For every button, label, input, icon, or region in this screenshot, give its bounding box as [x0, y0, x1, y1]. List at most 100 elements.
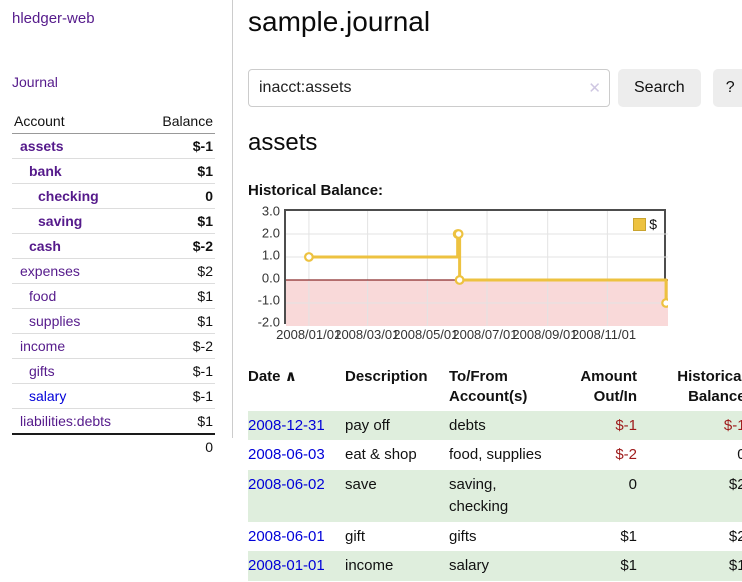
sidebar: hledger-web Journal Account Balance asse…	[0, 0, 233, 582]
table-row: saving $1	[12, 208, 215, 234]
register-accounts: gifts	[449, 527, 477, 545]
account-link-cash[interactable]: cash	[29, 238, 61, 254]
register-amount: $1	[620, 527, 637, 545]
y-tick-label: 0.0	[261, 270, 280, 286]
account-balance: $1	[142, 408, 215, 434]
register-accounts: salary	[449, 557, 490, 575]
table-row: checking 0	[12, 183, 215, 209]
register-balance: 0	[737, 446, 742, 464]
account-balance: $-2	[142, 233, 215, 259]
register-description: eat & shop	[345, 446, 417, 464]
register-header-balance: Historical Balance	[677, 368, 742, 405]
data-point-marker	[453, 229, 464, 239]
y-tick-label: 2.0	[261, 225, 280, 241]
table-row: 2008-06-01 gift gifts $1 $2	[248, 522, 742, 552]
register-description: gift	[345, 527, 366, 545]
account-link-bank[interactable]: bank	[29, 163, 62, 179]
search-help-button[interactable]: ?	[712, 69, 742, 107]
register-accounts: saving, checking	[449, 476, 509, 515]
table-row: food $1	[12, 283, 215, 309]
x-tick-label: 2008/01/01	[276, 327, 342, 342]
clear-search-icon[interactable]: ✕	[588, 80, 601, 97]
register-description: save	[345, 476, 377, 494]
data-point-marker	[661, 298, 668, 308]
account-link-saving[interactable]: saving	[38, 213, 83, 229]
x-tick-label: 2008/07/01	[452, 327, 518, 342]
account-heading: assets	[248, 129, 318, 156]
table-row: assets $-1	[12, 134, 215, 159]
table-row: income $-2	[12, 333, 215, 359]
register-date-link[interactable]: 2008-12-31	[248, 416, 325, 434]
table-row: supplies $1	[12, 308, 215, 334]
register-date-link[interactable]: 2008-06-01	[248, 527, 325, 545]
account-balance: $2	[142, 258, 215, 284]
register-date-link[interactable]: 2008-01-01	[248, 557, 325, 575]
chart-section-label: Historical Balance:	[248, 182, 384, 199]
table-row: 2008-01-01 income salary $1 $1	[248, 551, 742, 582]
legend-label: $	[649, 216, 657, 232]
accounts-table: Account Balance assets $-1 bank $1 check…	[12, 110, 215, 459]
search-input[interactable]	[248, 69, 610, 107]
data-point-marker	[304, 252, 314, 262]
table-row: liabilities:debts $1	[12, 408, 215, 434]
account-link-salary[interactable]: salary	[29, 388, 67, 404]
register-accounts: debts	[449, 416, 486, 434]
main-content: sample.journal ✕ Search ? assets Histori…	[233, 0, 742, 582]
sidebar-item-journal[interactable]: Journal	[12, 74, 58, 90]
account-link-supplies[interactable]: supplies	[29, 313, 81, 329]
y-tick-label: -1.0	[257, 292, 280, 308]
account-balance: $1	[142, 158, 215, 184]
account-link-gifts[interactable]: gifts	[29, 363, 55, 379]
search-button[interactable]: Search	[618, 69, 701, 107]
account-link-assets[interactable]: assets	[20, 138, 64, 154]
register-date-link[interactable]: 2008-06-02	[248, 476, 325, 494]
register-header-description: Description	[345, 368, 428, 385]
register-accounts: food, supplies	[449, 446, 542, 464]
accounts-total-value: 0	[142, 433, 215, 459]
chart-x-axis: 2008/01/01 2008/03/01 2008/05/01 2008/07/01…	[276, 327, 664, 343]
register-table: Date ∧ Description To/From Account(s) Am…	[248, 365, 742, 582]
table-row: gifts $-1	[12, 358, 215, 384]
x-tick-label: 2008/05/01	[393, 327, 459, 342]
y-tick-label: 3.0	[261, 203, 280, 219]
table-row: salary $-1	[12, 383, 215, 409]
register-balance: $1	[728, 557, 742, 575]
sidebar-divider	[232, 0, 233, 438]
account-balance: $1	[142, 308, 215, 334]
historical-balance-chart[interactable]: $ 2008/01/01 2008/03/01 2008/05/01 2008/07/…	[258, 204, 668, 342]
data-point-marker	[454, 275, 465, 285]
table-row: expenses $2	[12, 258, 215, 284]
x-tick-label: 2008/09/01	[512, 327, 578, 342]
register-amount: 0	[628, 476, 637, 494]
account-balance: $-1	[192, 138, 213, 154]
account-link-expenses[interactable]: expenses	[20, 263, 80, 279]
register-date-link[interactable]: 2008-06-03	[248, 446, 325, 464]
account-balance: $1	[142, 283, 215, 309]
account-balance: $-1	[142, 358, 215, 384]
register-header-accounts: To/From Account(s)	[449, 368, 528, 405]
register-description: income	[345, 557, 394, 575]
register-header-date[interactable]: Date ∧	[248, 368, 297, 385]
chart-legend: $	[631, 215, 659, 233]
register-description: pay off	[345, 416, 390, 434]
account-balance: $-1	[142, 383, 215, 409]
app-brand-link[interactable]: hledger-web	[12, 10, 95, 27]
y-tick-label: 1.0	[261, 247, 280, 263]
chart-plot-area	[286, 211, 668, 326]
table-row: bank $1	[12, 158, 215, 184]
register-amount: $1	[620, 557, 637, 575]
table-row: 2008-06-02 save saving, checking 0 $2	[248, 470, 742, 522]
accounts-total-row: 0	[12, 433, 215, 459]
y-tick-label: -2.0	[257, 314, 280, 330]
register-balance: $-1	[723, 416, 742, 434]
table-row: 2008-12-31 pay off debts $-1 $-1	[248, 410, 742, 441]
account-link-checking[interactable]: checking	[38, 188, 99, 204]
account-link-food[interactable]: food	[29, 288, 57, 304]
register-amount: $-2	[615, 446, 637, 464]
accounts-header-balance: Balance	[142, 110, 215, 134]
register-amount: $-1	[615, 416, 637, 434]
x-tick-label: 2008/11/01	[571, 327, 637, 342]
account-link-liabilities-debts[interactable]: liabilities:debts	[20, 413, 112, 429]
register-header-amount: Amount Out/In	[580, 368, 637, 405]
account-link-income[interactable]: income	[20, 338, 66, 354]
